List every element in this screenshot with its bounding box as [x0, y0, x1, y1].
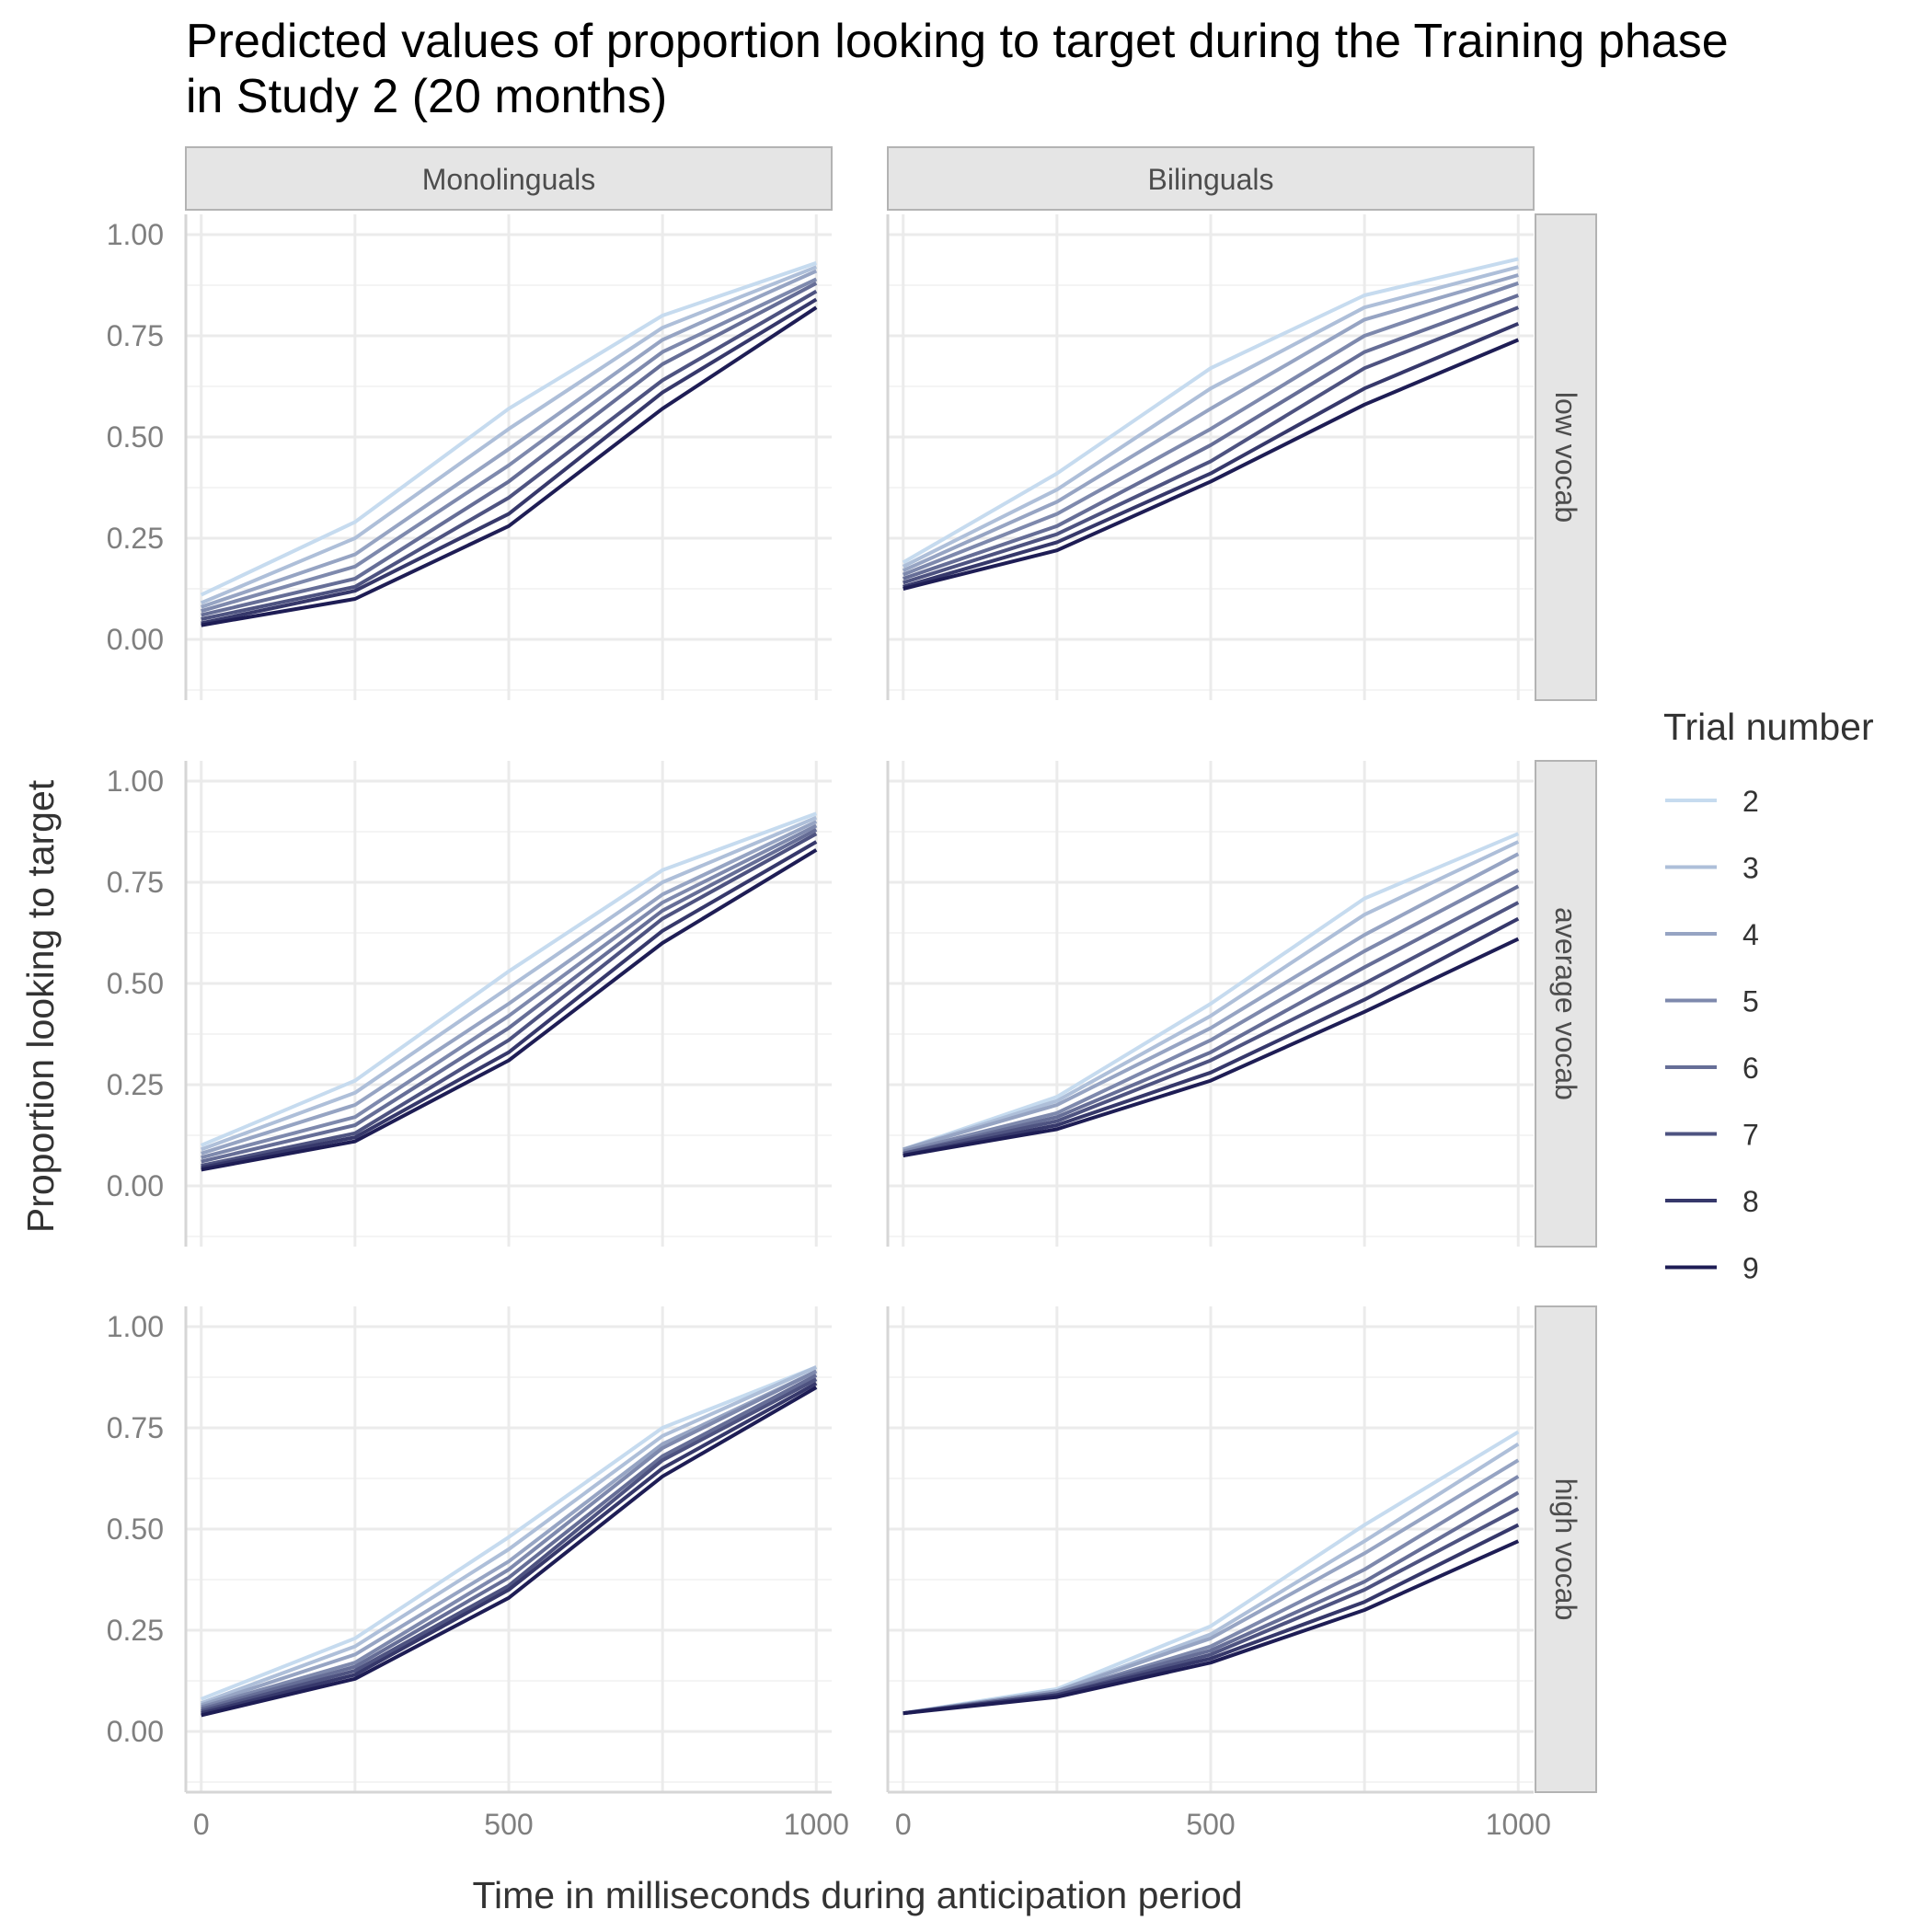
axis-ticks: 0.00 0.25 0.50 0.75 1.00 0.00 0.25 0.50 0.75 1.00…: [107, 218, 1551, 1841]
legend-label-trial-3: 3: [1742, 852, 1759, 885]
legend: Trial number 2 3 4 5 6 7 8 9: [1663, 706, 1874, 1285]
series-line-trial-2: [903, 832, 1520, 1152]
series-line-trial-8: [201, 840, 818, 1170]
y-tick-label: 0.75: [107, 866, 164, 899]
panel-monolinguals-average-vocab: [184, 761, 832, 1247]
y-tick-label: 0.25: [107, 1614, 164, 1647]
column-strip: [185, 146, 833, 211]
y-tick-label: 0.00: [107, 623, 164, 656]
series-line-trial-2: [902, 257, 1519, 565]
series-line-trial-4: [201, 820, 818, 1156]
series-line-trial-3: [201, 1365, 818, 1706]
x-tick-label: 0: [895, 1808, 912, 1841]
series-line-trial-7: [201, 289, 818, 621]
series-line-trial-6: [201, 282, 818, 617]
y-tick-label: 0.00: [107, 1715, 164, 1748]
legend-label-trial-9: 9: [1742, 1252, 1759, 1285]
series-line-trial-4: [201, 269, 818, 609]
x-axis-title: Time in milliseconds during anticipation…: [472, 1874, 1242, 1916]
legend-label-trial-6: 6: [1742, 1052, 1759, 1085]
legend-label-trial-4: 4: [1742, 918, 1759, 951]
y-tick-label: 0.50: [107, 420, 164, 454]
y-tick-label: 0.25: [107, 522, 164, 555]
facet-strips: Monolinguals Bilinguals low vocab average v…: [185, 146, 1597, 1793]
series-line-trial-8: [903, 321, 1520, 589]
legend-label-trial-2: 2: [1742, 785, 1759, 818]
series-line-trial-9: [201, 305, 818, 627]
chart-title-line-1: Predicted values of proportion looking t…: [186, 15, 1729, 68]
y-tick-label: 1.00: [107, 765, 164, 798]
row-strip: [1535, 760, 1597, 1248]
series-line-trial-8: [201, 297, 818, 626]
series-line-trial-3: [903, 840, 1520, 1152]
series-line-trial-6: [903, 884, 1520, 1156]
series-line-trial-6: [903, 293, 1519, 581]
column-strip: [887, 146, 1535, 211]
series-line-trial-9: [201, 1386, 818, 1718]
x-tick-label: 1000: [1486, 1808, 1551, 1841]
panel-bilinguals-high-vocab: [886, 1306, 1534, 1794]
series-line-trial-4: [902, 273, 1519, 573]
column-strip-label: Bilinguals: [1148, 163, 1274, 196]
series-line-trial-5: [903, 868, 1520, 1154]
series-line-trial-2: [200, 811, 817, 1147]
row-strip-label: low vocab: [1549, 392, 1582, 523]
row-strip: [1535, 213, 1597, 701]
series-line-trial-7: [903, 305, 1520, 585]
x-tick-label: 500: [1186, 1808, 1235, 1841]
y-tick-label: 0.50: [107, 967, 164, 1000]
series-line-trial-8: [201, 1381, 818, 1716]
panel-monolinguals-high-vocab: [184, 1306, 832, 1794]
x-tick-label: 1000: [784, 1808, 849, 1841]
y-tick-label: 1.00: [107, 1310, 164, 1343]
legend-label-trial-5: 5: [1742, 985, 1759, 1018]
series-line-trial-7: [201, 832, 818, 1167]
row-strip-label: average vocab: [1549, 907, 1582, 1100]
series-line-trial-2: [200, 1365, 818, 1701]
x-tick-label: 0: [193, 1808, 210, 1841]
x-tick-label: 500: [484, 1808, 533, 1841]
panel-bilinguals-average-vocab: [886, 761, 1534, 1247]
series-line-trial-6: [201, 828, 818, 1164]
series-line-trial-5: [902, 281, 1519, 577]
chart-title-line-2: in Study 2 (20 months): [186, 70, 667, 123]
series-line-trial-9: [903, 1539, 1520, 1716]
series-line-trial-5: [201, 277, 818, 614]
series-line-trial-9: [903, 937, 1520, 1157]
series-line-trial-5: [201, 823, 818, 1160]
y-tick-label: 0.75: [107, 319, 164, 352]
y-tick-label: 0.75: [107, 1411, 164, 1444]
column-strip-label: Monolinguals: [422, 163, 596, 196]
y-tick-label: 0.00: [107, 1169, 164, 1202]
series-line-trial-3: [200, 265, 818, 605]
legend-title: Trial number: [1663, 706, 1874, 748]
series-line-trial-8: [903, 916, 1520, 1157]
series-line-trial-6: [201, 1374, 818, 1711]
series-line-trial-4: [201, 1369, 818, 1708]
series-line-trial-5: [201, 1369, 818, 1709]
series-line-trial-2: [200, 260, 817, 597]
panel-monolinguals-low-vocab: [184, 214, 832, 700]
y-tick-label: 0.50: [107, 1512, 164, 1546]
facet-panels: [184, 214, 1534, 1794]
series-line-trial-9: [201, 848, 818, 1172]
row-strip: [1535, 1305, 1597, 1793]
series-line-trial-3: [902, 265, 1519, 569]
y-axis-title: Proportion looking to target: [19, 779, 62, 1233]
series-line-trial-7: [201, 1377, 818, 1713]
series-line-trial-3: [201, 815, 818, 1152]
y-tick-label: 1.00: [107, 218, 164, 251]
row-strip-label: high vocab: [1549, 1478, 1582, 1621]
legend-label-trial-7: 7: [1742, 1119, 1759, 1152]
series-line-trial-4: [903, 852, 1520, 1152]
panel-bilinguals-low-vocab: [886, 214, 1534, 700]
legend-label-trial-8: 8: [1742, 1185, 1759, 1218]
series-line-trial-7: [903, 901, 1520, 1156]
series-line-trial-9: [903, 338, 1520, 591]
y-tick-label: 0.25: [107, 1068, 164, 1101]
